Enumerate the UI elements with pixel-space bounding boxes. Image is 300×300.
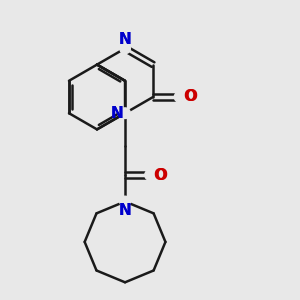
- Circle shape: [174, 92, 185, 102]
- Text: O: O: [154, 167, 167, 182]
- Text: N: N: [119, 203, 131, 218]
- Circle shape: [120, 43, 130, 54]
- Text: O: O: [184, 89, 197, 104]
- Text: O: O: [183, 89, 196, 104]
- Text: N: N: [119, 203, 131, 218]
- Text: N: N: [111, 106, 124, 121]
- Circle shape: [120, 108, 130, 119]
- Circle shape: [145, 170, 155, 180]
- Text: N: N: [119, 32, 131, 47]
- Circle shape: [120, 196, 130, 207]
- Text: N: N: [111, 106, 124, 121]
- Text: O: O: [154, 167, 166, 182]
- Text: N: N: [119, 32, 131, 47]
